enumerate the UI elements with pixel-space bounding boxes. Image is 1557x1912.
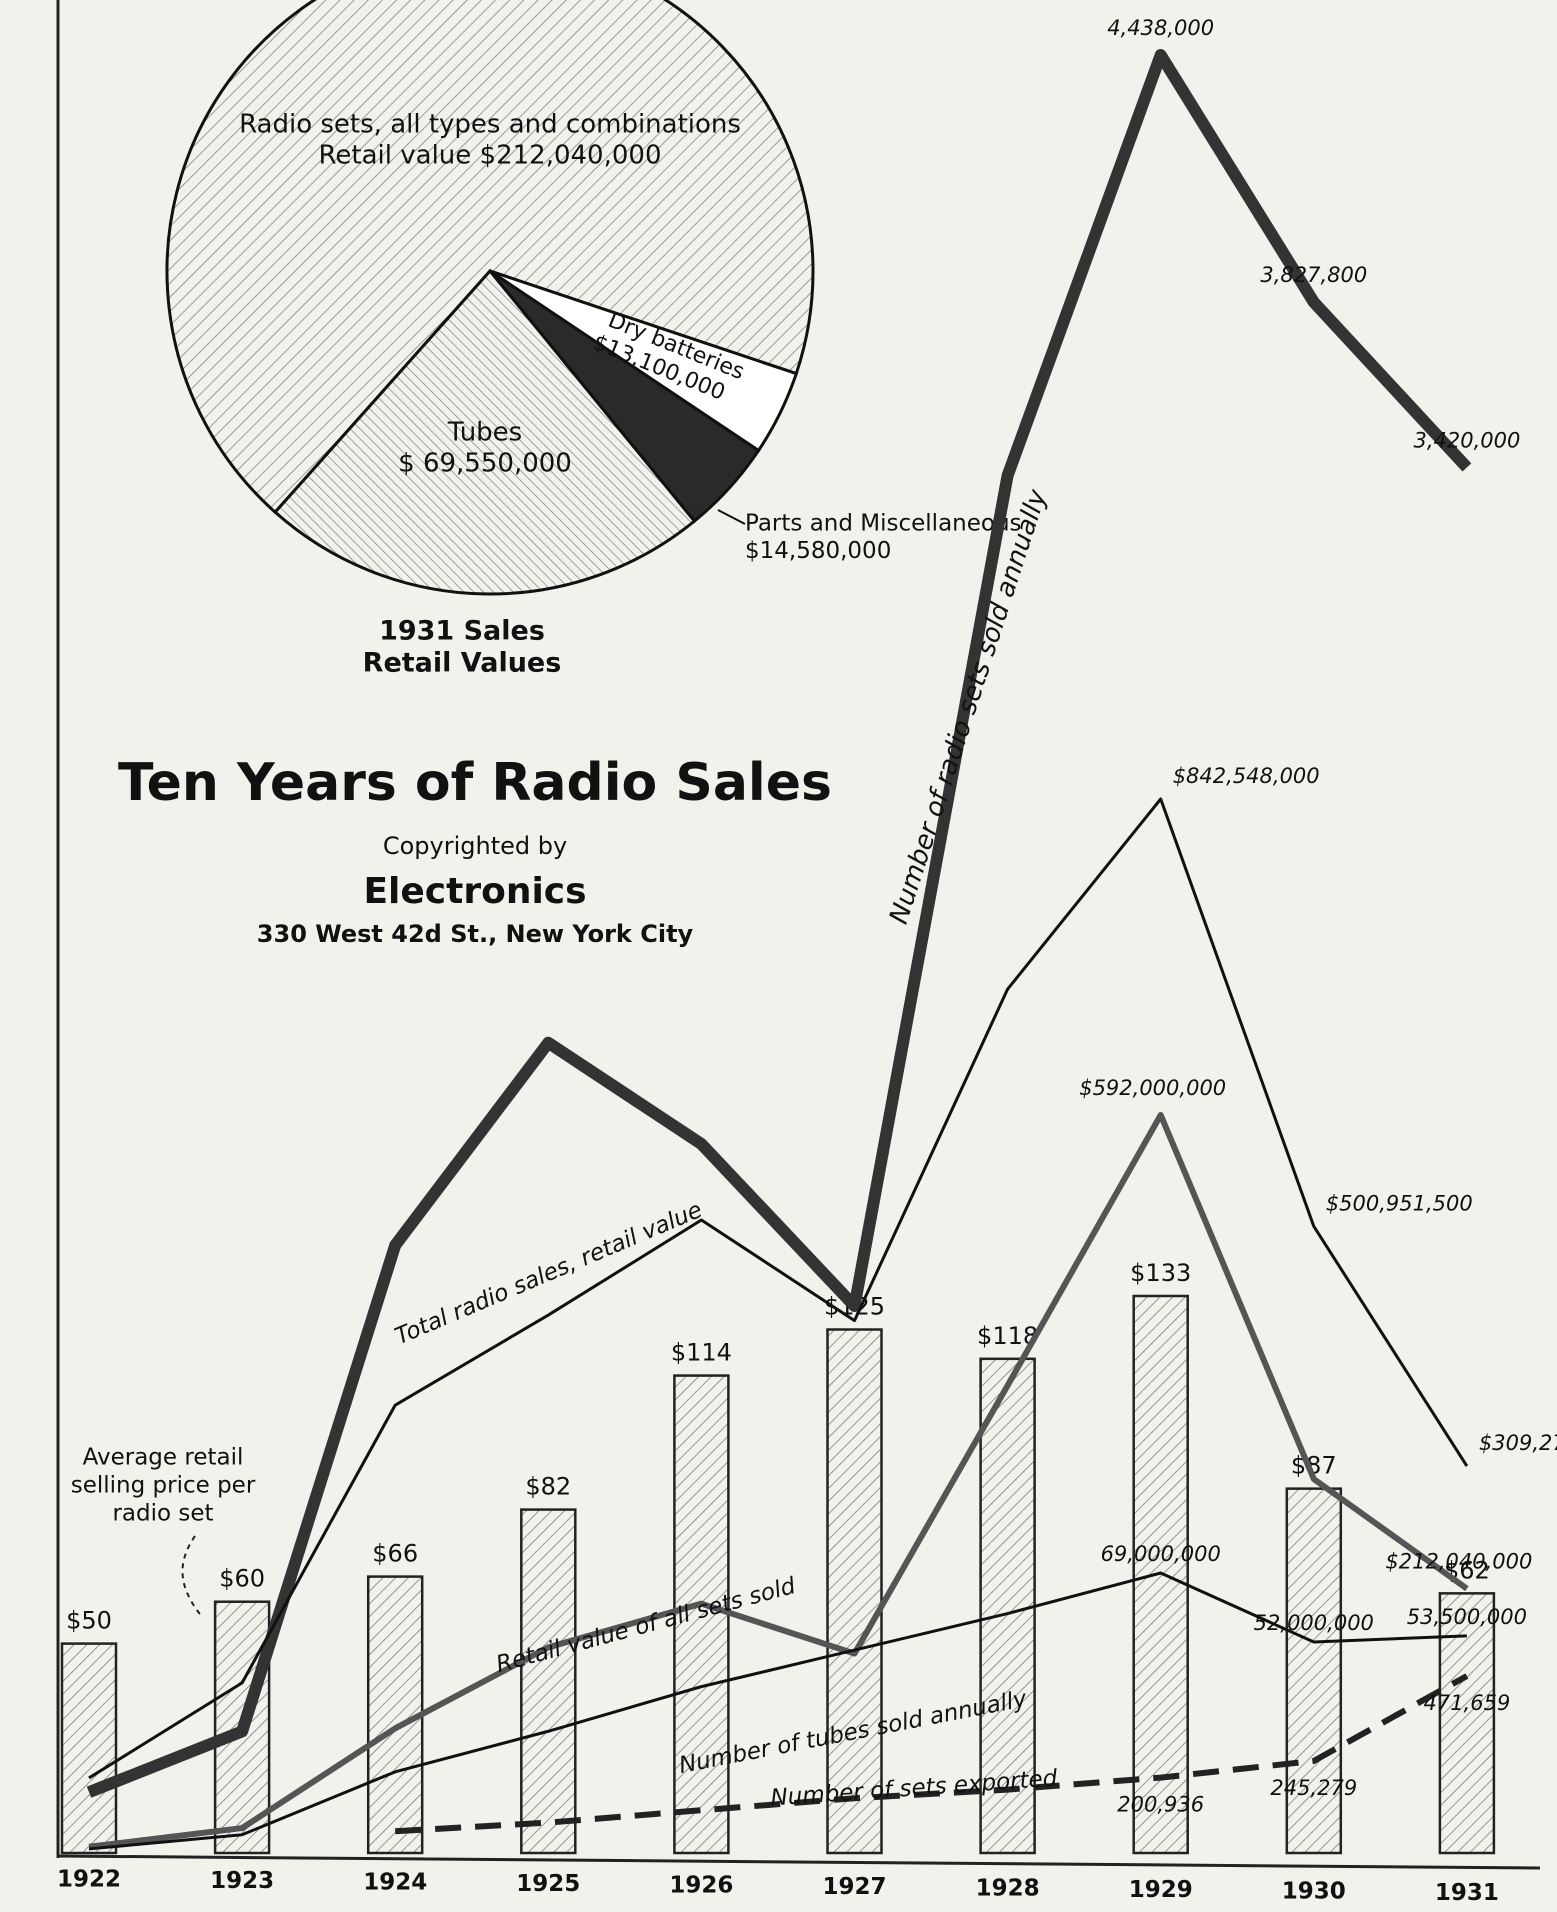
frame-bottom (57, 1854, 1541, 1870)
slice-value-label: $14,580,000 (745, 538, 891, 564)
bar (1285, 1487, 1343, 1855)
x-tick-label: 1923 (210, 1868, 274, 1894)
series-label: Total radio sales, retail value (391, 1197, 706, 1350)
bar (826, 1328, 883, 1855)
slice-value-label: $ 69,550,000 (398, 449, 572, 479)
bar (520, 1508, 577, 1855)
point-value-label: $212,040,000 (1385, 1550, 1532, 1574)
annotation: Average retail (83, 1445, 244, 1471)
credit: Copyrighted by (383, 832, 567, 860)
point-value-label: 200,936 (1117, 1793, 1204, 1817)
leader (717, 509, 746, 525)
bar-value-label: $133 (1130, 1259, 1191, 1287)
slice-label: Parts and Miscellaneous (745, 511, 1022, 537)
bar (60, 1642, 118, 1855)
line-series (88, 1112, 1469, 1850)
pie-slice (165, 0, 815, 515)
bar (366, 1575, 424, 1855)
credit: Electronics (363, 871, 586, 912)
bar-value-label: $114 (671, 1339, 732, 1367)
pie-slice (273, 268, 697, 596)
bar-value-label: $82 (525, 1473, 571, 1501)
point-value-label: 245,279 (1270, 1776, 1357, 1800)
x-tick-label: 1929 (1129, 1877, 1193, 1903)
point-value-label: 69,000,000 (1101, 1542, 1221, 1566)
point-value-label: $842,548,000 (1173, 764, 1320, 788)
point-value-label: 3,420,000 (1413, 428, 1520, 452)
bar-value-label: $66 (372, 1540, 418, 1568)
point-value-label: 53,500,000 (1407, 1605, 1527, 1629)
slice-label: Radio sets, all types and combinations (239, 110, 741, 140)
x-tick-label: 1925 (516, 1871, 580, 1897)
bar (1438, 1592, 1496, 1855)
x-tick-label: 1922 (57, 1867, 121, 1893)
bar-value-label: $60 (219, 1565, 265, 1593)
credit: 330 West 42d St., New York City (257, 920, 694, 948)
point-value-label: 471,659 (1423, 1691, 1510, 1715)
point-value-label: 3,827,800 (1260, 263, 1367, 287)
pie-title: 1931 Sales (379, 616, 545, 647)
line-series (395, 1673, 1469, 1835)
slice-value-label: Retail value $212,040,000 (319, 141, 662, 171)
annotation: radio set (112, 1501, 213, 1527)
point-value-label: 52,000,000 (1254, 1611, 1374, 1635)
annotation-arrow (181, 1535, 204, 1619)
title: Ten Years of Radio Sales (118, 753, 832, 813)
x-tick-label: 1928 (976, 1876, 1040, 1902)
point-value-label: 4,438,000 (1107, 16, 1214, 40)
slice-label: Tubes (447, 418, 522, 448)
point-value-label: $500,951,500 (1326, 1191, 1473, 1215)
line-series (88, 1571, 1467, 1851)
line-series (88, 797, 1469, 1780)
pie-title: Retail Values (363, 648, 562, 679)
x-tick-label: 1931 (1435, 1880, 1499, 1906)
bar-value-label: $50 (66, 1607, 112, 1635)
line-series (86, 49, 1472, 1798)
x-tick-label: 1926 (669, 1873, 733, 1899)
point-value-label: $309,270,000 (1479, 1431, 1557, 1455)
series-label: Number of radio sets sold annually (884, 485, 1053, 927)
x-tick-label: 1927 (822, 1874, 886, 1900)
x-tick-label: 1924 (363, 1870, 427, 1896)
point-value-label: $592,000,000 (1079, 1076, 1226, 1100)
annotation: selling price per (71, 1473, 256, 1499)
x-tick-label: 1930 (1282, 1879, 1346, 1905)
